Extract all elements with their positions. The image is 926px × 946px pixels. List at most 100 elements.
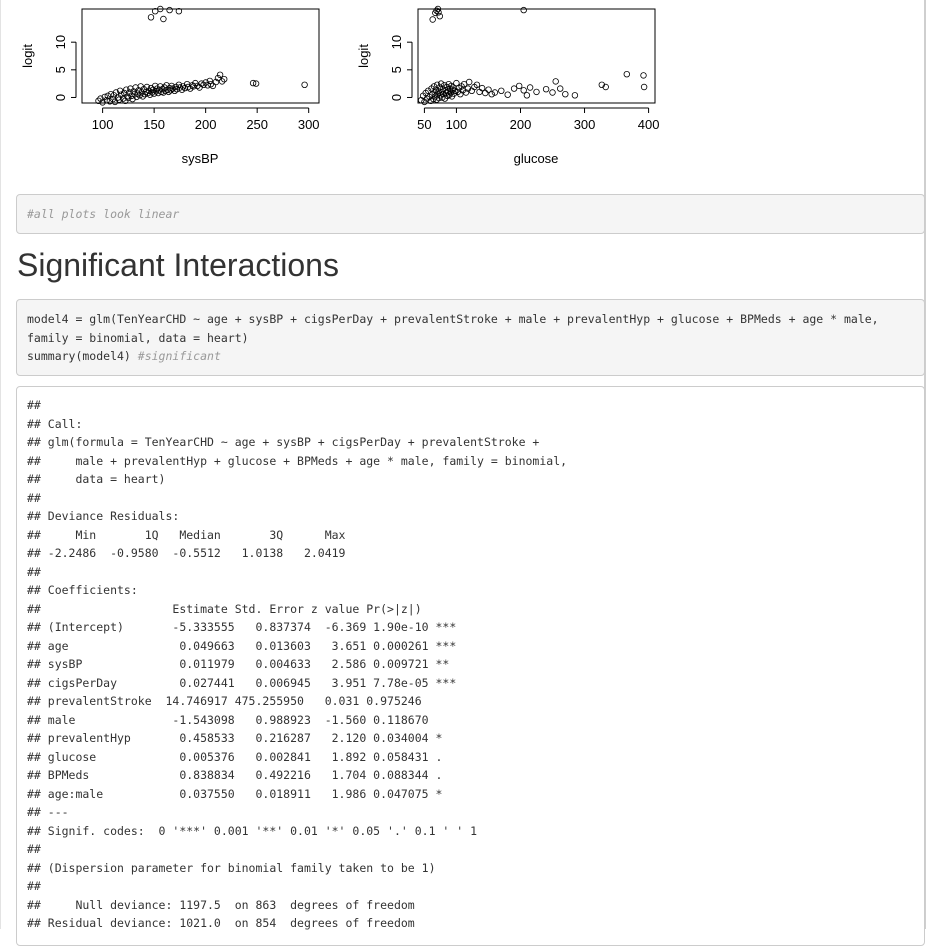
data-point [150,90,158,97]
data-point [103,96,110,104]
data-point [169,85,176,92]
output-line: ## Residual deviance: 1021.0 on 854 degr… [27,916,415,930]
output-line: ## (Dispersion parameter for binomial fa… [27,860,436,875]
data-point [602,83,609,91]
output-line: ## age:male 0.037550 0.018911 1.986 0.04… [27,786,457,801]
x-tick-label: 150 [143,117,165,132]
plot-frame [417,8,656,104]
data-point [520,87,527,94]
data-point [417,96,425,104]
data-point [598,81,605,88]
output-line: ## glm(formula = TenYearCHD ~ age + sysB… [27,435,547,449]
data-point [429,16,436,23]
data-point [220,75,228,83]
output-line: ## Coefficients: [27,583,138,597]
code-comment: #all plots look linear [27,207,180,221]
data-point [166,6,173,14]
scatter-plot-glucose: 50 100 200 300 400 0 5 10 logit glucose [356,5,660,166]
output-line: ## -2.2486 -0.9580 -0.5512 1.0138 2.0419 [27,546,360,560]
data-point [571,92,579,99]
x-axis-label: sysBP [182,151,219,166]
data-point [216,71,224,78]
x-tick-label: 300 [298,117,320,132]
data-point [482,89,489,97]
data-point [424,87,432,94]
data-point [175,7,183,15]
code-line: summary(model4) #significant [27,347,914,366]
y-tick-label: 5 [389,66,404,73]
data-point [104,92,111,99]
data-point [155,89,162,97]
y-axis-label: logit [356,44,371,68]
data-point [488,90,495,98]
output-line: ## Signif. codes: 0 '***' 0.001 '**' 0.0… [27,823,478,838]
output-line: ## [27,842,48,856]
y-tick-label: 5 [53,66,68,73]
output-line: ## age 0.049663 0.013603 3.651 0.000261 … [27,638,457,653]
y-tick-label: 10 [53,35,68,49]
data-point [562,90,569,98]
data-point [207,80,214,88]
data-point [101,93,108,101]
data-point [206,77,213,85]
output-line: ## BPMeds 0.838834 0.492216 1.704 0.0883… [27,768,457,782]
data-point [623,70,630,78]
plot-points [95,5,308,106]
data-point [95,97,102,104]
data-point [249,79,257,87]
data-point [464,85,472,92]
data-point [138,89,145,96]
code-chunk: model4 = glm(TenYearCHD ~ age + sysBP + … [16,299,925,376]
data-point [462,89,470,96]
data-point [209,82,217,90]
data-point [152,88,160,95]
right-scrollbar-edge[interactable] [924,0,926,929]
output-line: ## Deviance Residuals: [27,509,187,523]
output-line: ## sysBP 0.011979 0.004633 2.586 0.00972… [27,657,457,671]
y-tick-label: 0 [389,94,404,101]
data-point [175,81,183,88]
output-line: ## Min 1Q Median 3Q Max [27,527,360,542]
data-point [485,86,492,93]
output-line: ## cigsPerDay 0.027441 0.006945 3.951 7.… [27,675,457,690]
output-chunk: ## ## Call: ## glm(formula = TenYearCHD … [16,386,925,946]
data-point [520,6,527,14]
data-point [157,5,164,13]
output-line: ## Null deviance: 1197.5 on 863 degrees … [27,897,415,912]
x-tick-label: 100 [446,117,468,132]
y-tick-label: 10 [389,35,404,49]
x-axis: 50 100 200 300 400 [417,107,660,132]
data-point [434,5,442,13]
data-point [542,85,550,93]
data-point [139,93,146,100]
data-point [190,83,197,90]
output-line: ## prevalentStroke 14.746917 475.255950 … [27,694,450,708]
data-point [431,89,438,96]
y-axis: 0 5 10 [389,35,413,101]
data-point [437,92,444,99]
output-line: ## [27,879,48,893]
x-tick-label: 50 [417,117,431,132]
output-body: ## ## Call: ## glm(formula = TenYearCHD … [17,387,924,933]
data-point [200,81,207,88]
data-point [147,14,155,21]
data-point [515,82,523,90]
output-line: ## [27,398,48,412]
y-tick-label: 0 [53,94,68,101]
output-line: ## glucose 0.005376 0.002841 1.892 0.058… [27,749,457,764]
data-point [178,86,186,93]
plot-points [417,5,648,106]
data-point [433,7,440,14]
x-tick-label: 200 [510,117,532,132]
y-axis-label: logit [20,44,35,68]
data-point [526,84,534,91]
data-point [556,85,564,92]
data-point [134,90,141,97]
output-line: ## --- [27,805,69,819]
code-text: summary(model4) [27,349,138,363]
data-point [448,82,455,90]
x-tick-label: 400 [638,117,660,132]
data-point [465,78,473,86]
data-point [640,83,648,91]
data-point [167,87,174,94]
